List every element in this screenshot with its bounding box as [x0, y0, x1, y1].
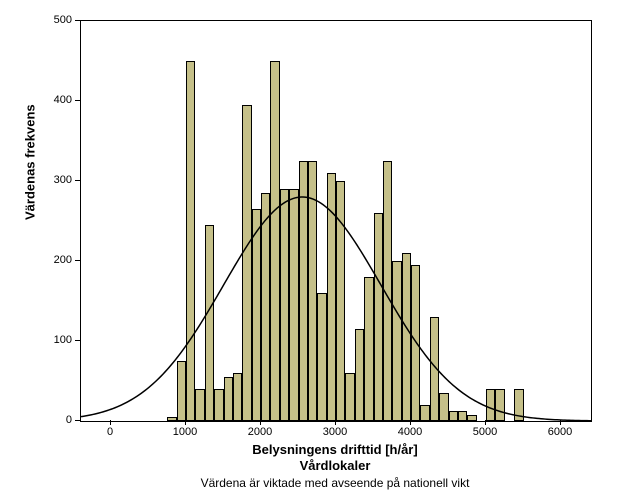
x-tick	[560, 420, 561, 425]
histogram-bar	[411, 265, 420, 421]
y-tick	[75, 420, 80, 421]
y-tick	[75, 100, 80, 101]
histogram-bar	[205, 225, 214, 421]
histogram-bar	[374, 213, 383, 421]
x-tick	[110, 420, 111, 425]
x-tick-label: 3000	[323, 426, 347, 438]
histogram-bar	[195, 389, 204, 421]
histogram-bar	[308, 161, 317, 421]
chart-caption: Värdena är viktade med avseende på natio…	[201, 476, 470, 490]
histogram-bar	[486, 389, 495, 421]
histogram-bar	[280, 189, 289, 421]
x-tick	[335, 420, 336, 425]
histogram-bar	[355, 329, 364, 421]
histogram-bar	[439, 393, 448, 421]
y-tick-label: 500	[54, 14, 72, 26]
x-tick	[485, 420, 486, 425]
x-tick	[185, 420, 186, 425]
histogram-bar	[449, 411, 458, 421]
histogram-bar	[186, 61, 195, 421]
x-tick	[410, 420, 411, 425]
histogram-bar	[270, 61, 279, 421]
y-tick-label: 400	[54, 94, 72, 106]
x-tick-label: 2000	[248, 426, 272, 438]
y-tick-label: 200	[54, 254, 72, 266]
y-tick	[75, 180, 80, 181]
histogram-bar	[233, 373, 242, 421]
plot-area	[80, 20, 592, 422]
histogram-bar	[289, 189, 298, 421]
histogram-bar	[167, 417, 176, 421]
x-tick-label: 1000	[173, 426, 197, 438]
x-axis-subtitle: Vårdlokaler	[300, 458, 371, 473]
histogram-bar	[242, 105, 251, 421]
histogram-bar	[364, 277, 373, 421]
y-tick	[75, 260, 80, 261]
histogram-bar	[430, 317, 439, 421]
histogram-bar	[383, 161, 392, 421]
x-tick-label: 4000	[398, 426, 422, 438]
histogram-bar	[514, 389, 523, 421]
x-tick-label: 0	[107, 426, 113, 438]
histogram-bar	[467, 415, 476, 421]
histogram-bar	[392, 261, 401, 421]
histogram-bar	[495, 389, 504, 421]
x-tick-label: 6000	[548, 426, 572, 438]
y-tick-label: 100	[54, 334, 72, 346]
histogram-bar	[458, 411, 467, 421]
y-axis-title: Värdenas frekvens	[23, 104, 38, 220]
histogram-bar	[317, 293, 326, 421]
x-tick-label: 5000	[473, 426, 497, 438]
histogram-bar	[261, 193, 270, 421]
y-tick	[75, 340, 80, 341]
histogram-bar	[252, 209, 261, 421]
x-tick	[260, 420, 261, 425]
histogram-bar	[402, 253, 411, 421]
histogram-bar	[327, 173, 336, 421]
histogram-bar	[336, 181, 345, 421]
histogram-bar	[420, 405, 429, 421]
histogram-bar	[224, 377, 233, 421]
histogram-bar	[177, 361, 186, 421]
histogram-bar	[345, 373, 354, 421]
histogram-chart: Värdenas frekvens Belysningens drifttid …	[0, 0, 624, 500]
y-tick-label: 300	[54, 174, 72, 186]
y-tick-label: 0	[66, 414, 72, 426]
histogram-bar	[299, 161, 308, 421]
x-axis-title: Belysningens drifttid [h/år]	[252, 442, 417, 457]
y-tick	[75, 20, 80, 21]
histogram-bar	[214, 389, 223, 421]
